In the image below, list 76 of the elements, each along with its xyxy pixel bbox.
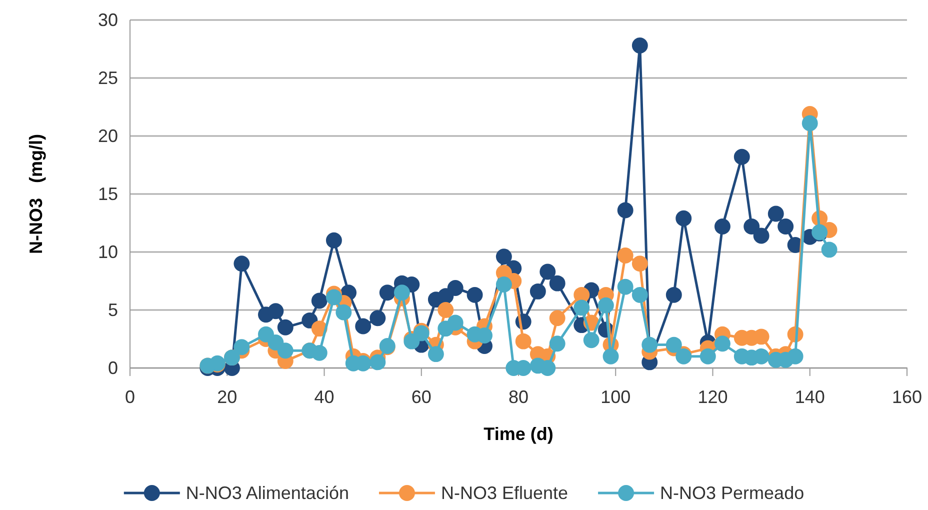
- point: [447, 314, 464, 331]
- point: [496, 248, 512, 265]
- point: [598, 297, 614, 314]
- point: [277, 342, 294, 359]
- point: [326, 289, 342, 306]
- y-tick-label: 10: [98, 242, 118, 262]
- x-tick-label: 0: [124, 386, 136, 407]
- point: [632, 286, 648, 303]
- point: [370, 354, 386, 370]
- x-tick-label: 160: [892, 386, 922, 407]
- point: [676, 210, 692, 226]
- legend-label: N-NO3 Permeado: [660, 483, 804, 503]
- point: [617, 202, 634, 218]
- point: [549, 336, 566, 352]
- point: [311, 292, 328, 309]
- point: [617, 248, 634, 264]
- point: [540, 264, 556, 280]
- point: [802, 115, 818, 132]
- point: [632, 256, 648, 272]
- point: [549, 310, 566, 326]
- x-tick-label: 140: [794, 386, 825, 407]
- point: [642, 336, 658, 353]
- x-tick-label: 120: [698, 386, 728, 407]
- point: [714, 336, 730, 352]
- point: [787, 348, 804, 364]
- point: [234, 339, 250, 356]
- point: [666, 286, 682, 303]
- point: [515, 333, 532, 350]
- x-tick-label: 20: [217, 386, 238, 407]
- point: [530, 283, 546, 300]
- legend-label: N-NO3 Efluente: [440, 483, 568, 503]
- y-tick-label: 0: [108, 358, 118, 378]
- point: [714, 218, 730, 234]
- point: [734, 148, 750, 165]
- point: [617, 278, 634, 295]
- x-tick-label: 60: [411, 386, 432, 407]
- point: [768, 206, 784, 222]
- y-tick-label: 15: [98, 184, 118, 204]
- point: [234, 256, 250, 272]
- point: [268, 303, 284, 320]
- point: [540, 360, 556, 376]
- point: [821, 242, 838, 258]
- point: [602, 348, 619, 364]
- point: [447, 280, 464, 296]
- x-tick-label: 40: [314, 386, 334, 407]
- point: [632, 38, 648, 54]
- point: [394, 284, 410, 301]
- point: [336, 304, 352, 320]
- y-axis-title: N-NO3 (mg/l): [26, 134, 46, 254]
- point: [666, 336, 682, 353]
- x-axis-title: Time (d): [484, 424, 554, 444]
- legend-label: N-NO3 Alimentación: [186, 483, 349, 503]
- x-tick-label: 100: [600, 386, 631, 407]
- point: [496, 276, 512, 292]
- y-tick-label: 20: [98, 126, 118, 146]
- point: [438, 302, 454, 318]
- point: [744, 218, 760, 234]
- y-tick-label: 5: [108, 300, 118, 320]
- point: [753, 228, 770, 244]
- point: [326, 232, 342, 248]
- point: [370, 310, 386, 326]
- point: [466, 286, 483, 303]
- point: [583, 332, 600, 348]
- point: [574, 300, 590, 316]
- point: [476, 328, 492, 344]
- x-tick-label: 80: [508, 386, 529, 407]
- point: [355, 318, 372, 334]
- point: [700, 348, 716, 364]
- point: [379, 284, 396, 301]
- y-tick-label: 30: [98, 10, 118, 30]
- point: [778, 218, 794, 234]
- point: [311, 344, 328, 361]
- point: [277, 319, 294, 336]
- point: [549, 275, 566, 292]
- point: [428, 346, 444, 362]
- y-tick-label: 25: [98, 68, 118, 88]
